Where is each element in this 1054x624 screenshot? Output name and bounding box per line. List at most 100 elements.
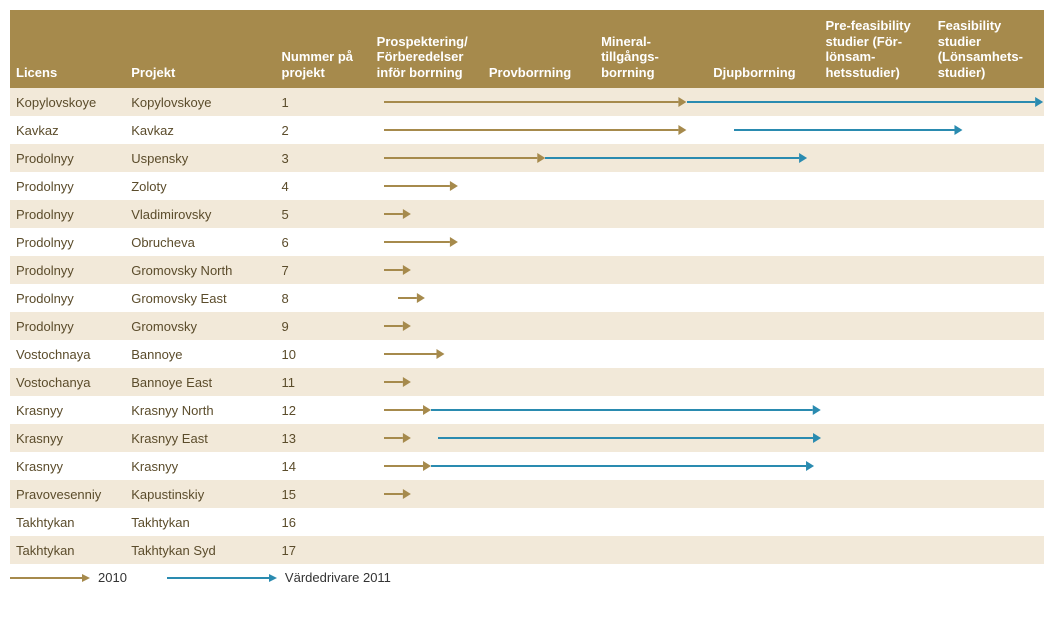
progress-arrow-icon bbox=[384, 264, 411, 276]
legend-2011: Värdedrivare 2011 bbox=[167, 570, 391, 585]
progress-arrow-icon bbox=[384, 152, 545, 164]
cell-project-number: 16 bbox=[276, 508, 371, 536]
table-row: TakhtykanTakhtykan Syd17 bbox=[10, 536, 1044, 564]
table-body: KopylovskoyeKopylovskoye1KavkazKavkaz2Pr… bbox=[10, 88, 1044, 564]
table-row: KopylovskoyeKopylovskoye1 bbox=[10, 88, 1044, 116]
cell-project-number: 13 bbox=[276, 424, 371, 452]
cell-licens: Prodolnyy bbox=[10, 256, 125, 284]
cell-project-number: 12 bbox=[276, 396, 371, 424]
phase-timeline-cell bbox=[371, 368, 1044, 396]
cell-licens: Krasnyy bbox=[10, 452, 125, 480]
cell-project-number: 9 bbox=[276, 312, 371, 340]
cell-projekt: Gromovsky bbox=[125, 312, 275, 340]
progress-arrow-icon bbox=[687, 96, 1043, 108]
cell-projekt: Bannoye bbox=[125, 340, 275, 368]
cell-project-number: 11 bbox=[276, 368, 371, 396]
progress-arrow-icon bbox=[384, 460, 431, 472]
cell-project-number: 15 bbox=[276, 480, 371, 508]
progress-arrow-icon bbox=[384, 320, 411, 332]
cell-licens: Prodolnyy bbox=[10, 172, 125, 200]
cell-projekt: Takhtykan Syd bbox=[125, 536, 275, 564]
phase-timeline-cell bbox=[371, 200, 1044, 228]
cell-projekt: Bannoye East bbox=[125, 368, 275, 396]
table-row: KrasnyyKrasnyy North12 bbox=[10, 396, 1044, 424]
cell-project-number: 1 bbox=[276, 88, 371, 116]
progress-arrow-icon bbox=[384, 208, 411, 220]
phase-timeline-cell bbox=[371, 144, 1044, 172]
table-row: ProdolnyyObrucheva6 bbox=[10, 228, 1044, 256]
legend-2010-arrow-icon bbox=[10, 573, 90, 583]
legend: 2010 Värdedrivare 2011 bbox=[10, 570, 1044, 585]
header-num: Nummer på projekt bbox=[276, 10, 371, 88]
progress-arrow-icon bbox=[384, 432, 411, 444]
progress-arrow-icon bbox=[384, 348, 444, 360]
project-phase-table: Licens Projekt Nummer på projekt Prospek… bbox=[10, 10, 1044, 564]
cell-licens: Pravovesenniy bbox=[10, 480, 125, 508]
progress-arrow-icon bbox=[384, 376, 411, 388]
progress-arrow-icon bbox=[734, 124, 962, 136]
cell-project-number: 17 bbox=[276, 536, 371, 564]
phase-timeline-cell bbox=[371, 340, 1044, 368]
phase-timeline-cell bbox=[371, 508, 1044, 536]
phase-timeline-cell bbox=[371, 256, 1044, 284]
cell-licens: Prodolnyy bbox=[10, 284, 125, 312]
cell-projekt: Gromovsky North bbox=[125, 256, 275, 284]
table-row: ProdolnyyGromovsky North7 bbox=[10, 256, 1044, 284]
table-row: KavkazKavkaz2 bbox=[10, 116, 1044, 144]
cell-projekt: Vladimirovsky bbox=[125, 200, 275, 228]
cell-project-number: 10 bbox=[276, 340, 371, 368]
cell-licens: Prodolnyy bbox=[10, 144, 125, 172]
legend-2011-arrow-icon bbox=[167, 573, 277, 583]
cell-project-number: 7 bbox=[276, 256, 371, 284]
table-row: KrasnyyKrasnyy East13 bbox=[10, 424, 1044, 452]
progress-arrow-icon bbox=[431, 460, 814, 472]
cell-licens: Prodolnyy bbox=[10, 200, 125, 228]
progress-arrow-icon bbox=[398, 292, 425, 304]
progress-arrow-icon bbox=[545, 152, 807, 164]
cell-project-number: 2 bbox=[276, 116, 371, 144]
phase-timeline-cell bbox=[371, 536, 1044, 564]
cell-project-number: 5 bbox=[276, 200, 371, 228]
phase-timeline-cell bbox=[371, 88, 1044, 116]
cell-projekt: Krasnyy East bbox=[125, 424, 275, 452]
phase-timeline-cell bbox=[371, 480, 1044, 508]
cell-projekt: Kapustinskiy bbox=[125, 480, 275, 508]
cell-project-number: 4 bbox=[276, 172, 371, 200]
cell-projekt: Kavkaz bbox=[125, 116, 275, 144]
cell-licens: Kavkaz bbox=[10, 116, 125, 144]
cell-projekt: Uspensky bbox=[125, 144, 275, 172]
header-phase-0: Prospektering/ Förberedelser inför borrn… bbox=[371, 10, 483, 88]
table-row: VostochnayaBannoye10 bbox=[10, 340, 1044, 368]
cell-projekt: Krasnyy North bbox=[125, 396, 275, 424]
cell-licens: Kopylovskoye bbox=[10, 88, 125, 116]
phase-timeline-cell bbox=[371, 312, 1044, 340]
progress-arrow-icon bbox=[384, 124, 686, 136]
cell-projekt: Krasnyy bbox=[125, 452, 275, 480]
phase-timeline-cell bbox=[371, 172, 1044, 200]
header-phase-2: Mineral- tillgångs- borrning bbox=[595, 10, 707, 88]
cell-project-number: 3 bbox=[276, 144, 371, 172]
header-phase-3: Djupborrning bbox=[707, 10, 819, 88]
table-row: VostochanyaBannoye East11 bbox=[10, 368, 1044, 396]
legend-2010: 2010 bbox=[10, 570, 127, 585]
table-row: ProdolnyyGromovsky East8 bbox=[10, 284, 1044, 312]
legend-2011-label: Värdedrivare 2011 bbox=[285, 570, 391, 585]
header-phase-4: Pre-feasibility studier (För-lönsam- het… bbox=[819, 10, 931, 88]
header-phase-1: Provborrning bbox=[483, 10, 595, 88]
cell-licens: Krasnyy bbox=[10, 424, 125, 452]
cell-projekt: Takhtykan bbox=[125, 508, 275, 536]
cell-licens: Prodolnyy bbox=[10, 312, 125, 340]
header-licens: Licens bbox=[10, 10, 125, 88]
phase-timeline-cell bbox=[371, 452, 1044, 480]
progress-arrow-icon bbox=[384, 488, 411, 500]
table-row: ProdolnyyGromovsky9 bbox=[10, 312, 1044, 340]
progress-arrow-icon bbox=[384, 180, 458, 192]
cell-licens: Vostochnaya bbox=[10, 340, 125, 368]
cell-projekt: Gromovsky East bbox=[125, 284, 275, 312]
progress-arrow-icon bbox=[431, 404, 821, 416]
cell-projekt: Zoloty bbox=[125, 172, 275, 200]
table-row: ProdolnyyVladimirovsky5 bbox=[10, 200, 1044, 228]
phase-timeline-cell bbox=[371, 424, 1044, 452]
phase-timeline-cell bbox=[371, 396, 1044, 424]
cell-project-number: 6 bbox=[276, 228, 371, 256]
